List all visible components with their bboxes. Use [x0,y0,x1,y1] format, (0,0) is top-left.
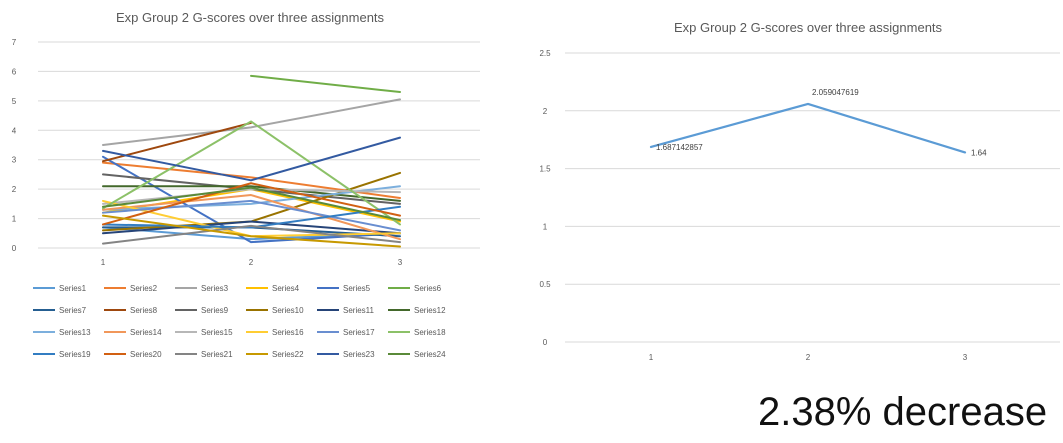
legend-label: Series4 [272,284,300,293]
legend-item-series17: Series17 [317,328,375,337]
x-tick-label: 3 [398,258,403,267]
series-line-series24 [102,186,401,222]
series-line-series18 [102,120,401,226]
legend-item-series6: Series6 [388,284,442,293]
legend-label: Series7 [59,306,87,315]
legend-item-series12: Series12 [388,306,446,315]
y-tick-label: 0 [12,244,17,253]
chart-title: Exp Group 2 G-scores over three assignme… [116,10,385,25]
legend-item-series11: Series11 [317,306,375,315]
y-tick-label: 0.5 [539,280,551,289]
legend-item-series13: Series13 [33,328,91,337]
data-label: 1.64 [971,148,987,157]
series-line-series23 [102,136,401,182]
x-tick-label: 1 [101,258,106,267]
y-tick-label: 0 [543,338,548,347]
x-tick-label: 1 [649,353,654,362]
legend-label: Series10 [272,306,304,315]
legend-item-series21: Series21 [175,350,233,359]
y-tick-label: 2 [543,107,548,116]
data-label: 1.687142857 [656,143,703,152]
legend-label: Series13 [59,328,91,337]
y-tick-label: 2 [12,185,17,194]
legend-item-series9: Series9 [175,306,229,315]
series-line-series17 [102,199,401,232]
line-chart-all-series: Exp Group 2 G-scores over three assignme… [12,10,480,359]
legend-item-series8: Series8 [104,306,158,315]
series-line-series19 [102,205,401,229]
legend-label: Series22 [272,350,304,359]
series-line-series14 [102,194,401,241]
legend-item-series19: Series19 [33,350,91,359]
percent-change-caption: 2.38% decrease [758,390,1048,434]
series-line-series12 [102,185,401,202]
legend-label: Series9 [201,306,229,315]
y-tick-label: 4 [12,126,17,135]
x-tick-label: 3 [963,353,968,362]
legend-label: Series5 [343,284,371,293]
legend-label: Series18 [414,328,446,337]
series-line-series11 [102,220,401,235]
legend-label: Series1 [59,284,87,293]
legend-item-series22: Series22 [246,350,304,359]
y-tick-label: 2.5 [539,49,551,58]
y-tick-label: 6 [12,67,17,76]
legend-label: Series19 [59,350,91,359]
series-line-series21 [102,224,401,245]
legend-label: Series8 [130,306,158,315]
legend-item-series4: Series4 [246,284,300,293]
legend-item-series24: Series24 [388,350,446,359]
legend-item-series10: Series10 [246,306,304,315]
legend-item-series5: Series5 [317,284,371,293]
legend-label: Series6 [414,284,442,293]
line-chart-average: Exp Group 2 G-scores over three assignme… [539,20,1060,362]
series-line-average [649,102,967,154]
legend-label: Series15 [201,328,233,337]
legend-item-series1: Series1 [33,284,87,293]
legend-item-series18: Series18 [388,328,446,337]
legend-label: Series21 [201,350,233,359]
legend-label: Series11 [343,306,375,315]
x-tick-label: 2 [249,258,254,267]
legend-label: Series17 [343,328,375,337]
legend-item-series23: Series23 [317,350,375,359]
legend-label: Series23 [343,350,375,359]
y-tick-label: 1 [12,215,17,224]
legend-label: Series2 [130,284,158,293]
legend-item-series14: Series14 [104,328,162,337]
series-line-series22 [102,214,401,248]
x-tick-label: 2 [806,353,811,362]
legend-item-series16: Series16 [246,328,304,337]
legend-label: Series16 [272,328,304,337]
series-line-series6 [250,74,401,94]
legend-item-series20: Series20 [104,350,162,359]
data-label: 2.059047619 [812,88,859,97]
legend-item-series15: Series15 [175,328,233,337]
legend-label: Series20 [130,350,162,359]
legend-label: Series3 [201,284,229,293]
y-tick-label: 1.5 [539,165,551,174]
legend-label: Series24 [414,350,446,359]
legend-label: Series12 [414,306,446,315]
legend-label: Series14 [130,328,162,337]
y-tick-label: 1 [543,222,548,231]
y-tick-label: 5 [12,97,17,106]
series-line-series3 [102,98,401,146]
chart-title: Exp Group 2 G-scores over three assignme… [674,20,943,35]
series-line-series20 [102,182,401,226]
legend-item-series7: Series7 [33,306,87,315]
legend-item-series3: Series3 [175,284,229,293]
y-tick-label: 3 [12,156,17,165]
legend-item-series2: Series2 [104,284,158,293]
y-tick-label: 7 [12,38,17,47]
